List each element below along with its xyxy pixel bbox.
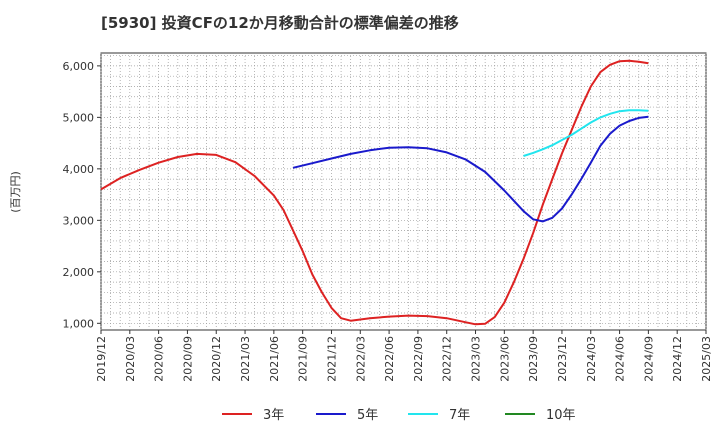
- plot-area: [100, 52, 707, 331]
- legend-label: 7年: [449, 408, 470, 423]
- x-tick-label: 2024/06: [614, 336, 627, 382]
- x-tick-label: 2024/09: [642, 336, 655, 382]
- y-tick-label: 6,000: [63, 60, 95, 73]
- x-tick-label: 2020/12: [210, 336, 223, 382]
- x-axis: 2019/12 2020/03 2020/06 2020/09 2020/12 2021/…: [95, 330, 713, 382]
- x-tick-label: 2021/09: [297, 336, 310, 382]
- x-tick-label: 2020/06: [153, 336, 166, 382]
- x-tick-label: 2022/09: [412, 336, 425, 382]
- y-tick-label: 5,000: [63, 111, 95, 124]
- x-tick-label: 2022/12: [441, 336, 454, 382]
- x-tick-label: 2025/03: [700, 336, 713, 382]
- x-tick-label: 2020/03: [124, 336, 137, 382]
- x-tick-label: 2023/12: [556, 336, 569, 382]
- x-tick-label: 2022/06: [383, 336, 396, 382]
- series-line: [523, 109, 649, 157]
- grid-lines: [100, 53, 707, 330]
- x-tick-label: 2021/06: [268, 336, 281, 382]
- x-tick-label: 2021/03: [239, 336, 252, 382]
- legend-label: 5年: [357, 408, 378, 423]
- x-tick-label: 2021/12: [325, 336, 338, 382]
- x-tick-label: 2019/12: [95, 336, 108, 382]
- legend-label: 3年: [263, 408, 284, 423]
- series-lines: [100, 59, 649, 326]
- legend: 3年 5年 7年 10年: [222, 408, 576, 423]
- x-tick-label: 2023/06: [498, 336, 511, 382]
- x-tick-label: 2024/12: [671, 336, 684, 382]
- legend-label: 10年: [546, 408, 576, 423]
- y-tick-label: 1,000: [63, 317, 95, 330]
- series-line: [100, 59, 649, 326]
- y-axis-label: (百万円): [9, 171, 22, 213]
- x-tick-label: 2023/09: [527, 336, 540, 382]
- y-tick-label: 4,000: [63, 163, 95, 176]
- series-line: [292, 115, 649, 223]
- x-tick-label: 2024/03: [585, 336, 598, 382]
- chart-title: [5930] 投資CFの12か月移動合計の標準偏差の推移: [101, 14, 459, 32]
- x-tick-label: 2023/03: [470, 336, 483, 382]
- y-tick-label: 2,000: [63, 266, 95, 279]
- y-axis: 1,000 2,000 3,000 4,000 5,000 6,000: [63, 60, 101, 330]
- y-tick-label: 3,000: [63, 214, 95, 227]
- x-tick-label: 2022/03: [354, 336, 367, 382]
- x-tick-label: 2020/09: [181, 336, 194, 382]
